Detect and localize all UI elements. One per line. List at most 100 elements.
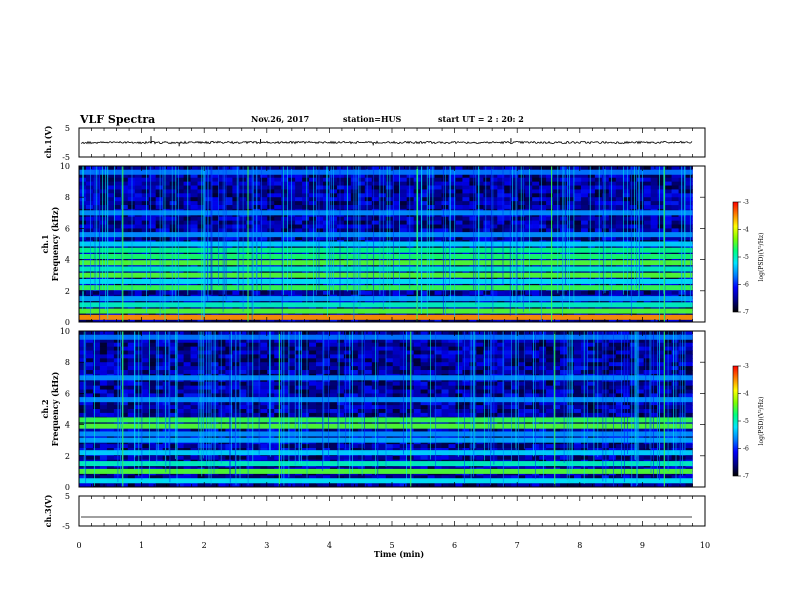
spectrogram-cell <box>183 475 191 480</box>
spectrogram-cell <box>260 251 268 257</box>
spectrogram-cell <box>281 290 289 296</box>
spectrogram-cell <box>671 216 679 221</box>
spectrogram-cell <box>518 201 526 206</box>
spectrogram-cell <box>336 189 345 194</box>
spectrogram-cell <box>155 185 164 190</box>
spectrogram-cell <box>622 228 631 233</box>
spectrogram-cell <box>274 181 282 186</box>
spectrogram-cell <box>85 350 94 355</box>
spectrogram-cell <box>532 236 540 241</box>
spectrogram-cell <box>497 290 505 296</box>
spectrogram-cell <box>204 444 212 449</box>
spectrogram-cell <box>580 177 589 182</box>
spectrogram-cell <box>636 228 645 233</box>
spectrogram-cell <box>148 358 157 363</box>
spectrogram-cell <box>92 444 101 449</box>
ytick-label-10: 10 <box>60 162 70 171</box>
spectrogram-cell <box>204 306 212 311</box>
spectrogram-cell <box>113 444 122 449</box>
spectrogram-cell <box>148 420 157 425</box>
spectrogram-cell <box>350 181 359 186</box>
spectrogram-cell <box>532 318 540 323</box>
spectrogram-cell <box>399 228 408 233</box>
spectrogram-cell <box>176 354 184 359</box>
spectrogram-cell <box>629 185 638 190</box>
spectrogram-cell <box>316 181 324 186</box>
spectrogram-cell <box>169 193 177 198</box>
emission-band-9.6 <box>79 169 693 175</box>
spectrogram-cell <box>85 224 94 229</box>
spectrogram-cell <box>309 177 317 182</box>
spectrogram-cell <box>357 228 366 233</box>
spectrogram-cell <box>643 306 652 311</box>
panel-ch1-voltage-ytick-top: 5 <box>65 124 70 133</box>
spectrogram-cell <box>155 362 164 367</box>
spectrogram-cell <box>518 306 526 311</box>
spectrogram-cell <box>462 263 470 268</box>
spectrogram-cell <box>483 216 491 221</box>
spectrogram-cell <box>539 236 547 241</box>
spectrogram-cell <box>85 412 94 418</box>
spectrogram-cell <box>176 444 184 449</box>
spectrogram-cell <box>455 290 463 296</box>
spectrogram-cell <box>183 263 191 268</box>
spectrogram-cell <box>246 405 254 410</box>
spectrogram-cell <box>483 306 491 311</box>
spectrogram-cell <box>253 362 261 367</box>
spectrogram-cell <box>406 216 415 221</box>
spectrogram-cell <box>190 189 198 194</box>
spectrogram-cell <box>546 228 554 233</box>
spectrogram-cell <box>518 220 526 225</box>
spectrogram-cell <box>594 177 603 182</box>
spectrogram-cell <box>580 205 589 210</box>
spectrogram-cell <box>504 181 512 186</box>
spectrogram-cell <box>260 358 268 363</box>
spectrogram-cell <box>371 306 380 311</box>
spectrogram-cell <box>176 177 184 182</box>
spectrogram-cell <box>218 224 226 229</box>
spectrogram-cell <box>169 318 177 323</box>
spectrogram-cell <box>155 346 164 351</box>
spectrogram-cell <box>546 181 554 186</box>
spectrogram-cell <box>148 197 157 202</box>
spectrogram-cell <box>197 412 205 418</box>
emission-band-4.2 <box>79 253 693 259</box>
spectrogram-cell <box>615 173 624 179</box>
spectrogram-cell <box>406 166 415 171</box>
spectrogram-cell <box>141 338 150 344</box>
spectrogram-cell <box>511 197 519 202</box>
spectrogram-cell <box>204 420 212 425</box>
spectrogram-cell <box>85 389 94 394</box>
spectrogram-cell <box>420 224 428 229</box>
spectrogram-cell <box>162 350 171 355</box>
spectrogram-cell <box>183 444 191 449</box>
spectrogram-cell <box>608 228 617 233</box>
spectrogram-cell <box>176 224 184 229</box>
spectrogram-cell <box>406 228 415 233</box>
spectrogram-cell <box>392 290 401 296</box>
spectrogram-cell <box>316 197 324 202</box>
spectrogram-cell <box>587 173 596 179</box>
spectrogram-cell <box>246 283 254 288</box>
spectrogram-cell <box>399 318 408 323</box>
spectrogram-cell <box>183 428 191 433</box>
spectrogram-cell <box>539 185 547 190</box>
spectrogram-cell <box>120 370 129 375</box>
spectrogram-cell <box>336 306 345 311</box>
spectrogram-cell <box>113 283 122 288</box>
spectrogram-cell <box>685 181 693 186</box>
spectrogram-cell <box>148 455 157 461</box>
spectrogram-cell <box>455 181 463 186</box>
spectrogram-cell <box>232 318 240 323</box>
spectrogram-cell <box>190 370 198 375</box>
spectrogram-cell <box>622 189 631 194</box>
spectrogram-cell <box>469 189 477 194</box>
spectrogram-cell <box>99 197 108 202</box>
spectrogram-cell <box>155 428 164 433</box>
spectrogram-cell <box>336 220 345 225</box>
spectrogram-cell <box>350 193 359 198</box>
spectrogram-cell <box>141 409 150 414</box>
spectrogram-cell <box>274 201 282 206</box>
spectrogram-cell <box>239 420 247 425</box>
spectrogram-cell <box>685 216 693 221</box>
